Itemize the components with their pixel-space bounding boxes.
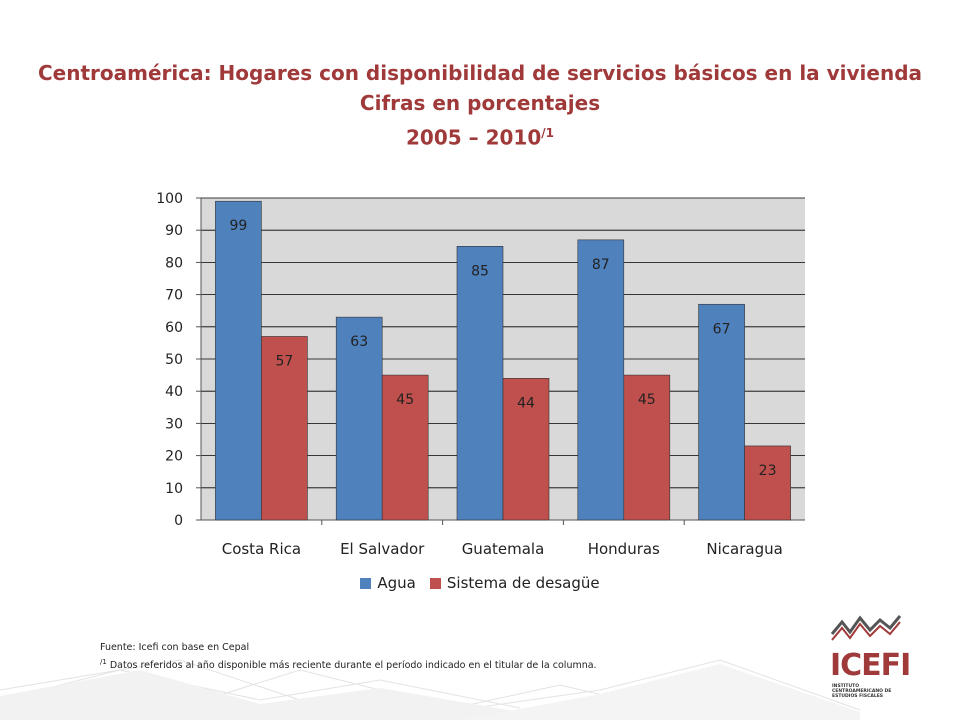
note-text: Datos referidos al año disponible más re… bbox=[106, 660, 597, 672]
x-tick-label: Costa Rica bbox=[222, 540, 301, 558]
bar-desague bbox=[502, 378, 550, 521]
data-label: 99 bbox=[229, 218, 247, 234]
legend-label-agua: Agua bbox=[377, 574, 416, 592]
x-tick-label: Nicaragua bbox=[706, 540, 782, 558]
legend-label-desague: Sistema de desagüe bbox=[446, 574, 600, 592]
data-label: 45 bbox=[396, 392, 414, 408]
y-tick-label: 90 bbox=[165, 223, 183, 239]
data-label: 85 bbox=[471, 263, 489, 279]
data-label: 67 bbox=[713, 321, 731, 337]
chart-title: Centroamérica: Hogares con disponibilida… bbox=[0, 58, 960, 153]
logo-wordmark: ICEFI bbox=[830, 648, 911, 683]
background-decoration bbox=[0, 659, 861, 720]
x-tick-label: El Salvador bbox=[340, 540, 425, 558]
bar-desague bbox=[381, 374, 429, 521]
footnotes: Fuente: Icefi con base en Cepal /1 Datos… bbox=[100, 640, 597, 673]
title-line-2: Cifras en porcentajes bbox=[359, 91, 601, 115]
y-tick-label: 100 bbox=[156, 191, 183, 207]
bar-agua bbox=[215, 200, 262, 521]
bar-desague bbox=[623, 374, 671, 521]
y-tick-label: 30 bbox=[165, 416, 183, 432]
y-tick-label: 50 bbox=[165, 352, 183, 368]
data-label: 57 bbox=[275, 353, 293, 369]
data-label: 63 bbox=[350, 334, 368, 350]
data-label: 23 bbox=[759, 463, 777, 479]
bar-agua bbox=[335, 316, 383, 521]
data-label: 44 bbox=[517, 395, 535, 411]
chart-legend: Agua Sistema de desagüe bbox=[0, 574, 960, 592]
icefi-logo-icon bbox=[830, 615, 902, 641]
x-tick-label: Honduras bbox=[588, 540, 660, 558]
logo-subtitle: INSTITUTO CENTROAMERICANO DE ESTUDIOS FI… bbox=[832, 684, 892, 699]
y-tick-label: 10 bbox=[165, 481, 183, 497]
y-tick-label: 20 bbox=[165, 449, 183, 465]
data-label: 87 bbox=[592, 257, 610, 273]
y-tick-label: 60 bbox=[165, 320, 183, 336]
bar-agua bbox=[577, 239, 625, 521]
title-line-3: 2005 – 2010/1 bbox=[0, 118, 960, 153]
x-tick-label: Guatemala bbox=[462, 540, 545, 558]
legend-item-desague: Sistema de desagüe bbox=[429, 574, 600, 592]
bar-agua bbox=[698, 303, 745, 521]
legend-item-agua: Agua bbox=[360, 574, 416, 592]
legend-swatch-agua bbox=[360, 577, 372, 589]
data-label: 45 bbox=[638, 392, 656, 408]
title-years: 2005 – 2010 bbox=[406, 125, 542, 150]
bar-desague bbox=[261, 336, 308, 521]
y-tick-label: 40 bbox=[165, 384, 183, 400]
y-tick-label: 0 bbox=[174, 513, 183, 529]
period-note: /1 Datos referidos al año disponible más… bbox=[100, 655, 597, 673]
title-footnote-marker: /1 bbox=[541, 126, 554, 140]
source-note: Fuente: Icefi con base en Cepal bbox=[100, 642, 250, 653]
legend-swatch-desague bbox=[429, 577, 441, 589]
bar-agua bbox=[456, 246, 504, 521]
note-marker: /1 bbox=[100, 658, 107, 666]
title-line-1: Centroamérica: Hogares con disponibilida… bbox=[37, 61, 923, 85]
y-tick-label: 70 bbox=[165, 288, 183, 304]
bar-desague bbox=[744, 445, 791, 521]
bar-chart: 0 10 20 30 40 50 60 70 80 90 100 Costa Rica 99 57 El S… bbox=[156, 191, 805, 558]
y-tick-label: 80 bbox=[165, 255, 183, 271]
